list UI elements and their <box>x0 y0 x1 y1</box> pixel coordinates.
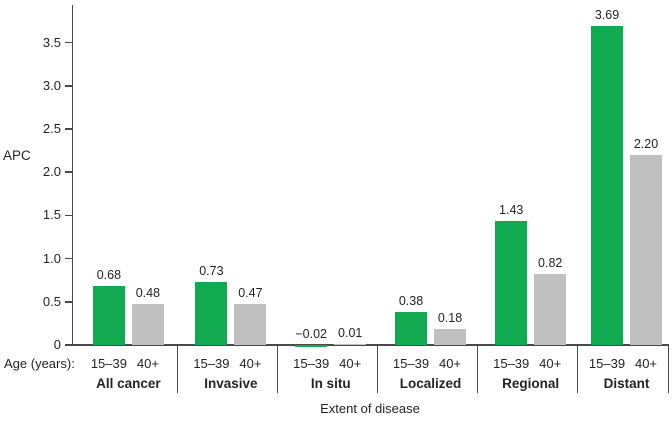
bar-value-label: 3.69 <box>594 8 620 23</box>
y-tick-label: 0 <box>53 337 61 352</box>
age-group-label: 40+ <box>239 356 262 371</box>
age-group-label: 15–39 <box>293 356 330 371</box>
group-divider-line <box>577 345 579 393</box>
y-tick-mark <box>65 128 72 130</box>
bar-in-situ-age-40plus <box>334 344 367 345</box>
bar-value-label: 0.73 <box>199 263 224 278</box>
bar-distant-age-15-39 <box>591 26 623 345</box>
y-tick-label: 1.5 <box>42 207 61 223</box>
bar-regional-age-15-39 <box>495 221 528 345</box>
y-tick-label: 3.5 <box>42 34 61 50</box>
bar-invasive-age-40plus <box>234 304 267 345</box>
bar-all-cancer-age-15-39 <box>92 286 125 345</box>
bar-value-label: 0.82 <box>538 256 563 271</box>
bar-value-label: 0.38 <box>398 294 424 309</box>
bar-value-label: −0.02 <box>295 327 327 341</box>
y-tick-mark <box>65 344 72 346</box>
age-group-label: 15–39 <box>193 356 230 371</box>
group-divider-line <box>277 345 279 393</box>
y-tick-label: 1.0 <box>42 250 61 266</box>
y-axis-title: APC <box>3 148 31 163</box>
y-tick-mark <box>65 41 72 44</box>
y-tick-mark <box>65 171 72 173</box>
x-axis-line <box>71 344 669 346</box>
age-group-label: 15–39 <box>392 356 430 371</box>
bar-localized-age-40plus <box>434 329 466 345</box>
bar-regional-age-40plus <box>534 274 567 345</box>
age-group-label: 15–39 <box>90 356 127 371</box>
bar-value-label: 2.20 <box>633 136 659 151</box>
y-tick-mark <box>65 257 72 260</box>
age-group-label: 40+ <box>136 356 159 371</box>
bar-all-cancer-age-40plus <box>131 303 164 345</box>
y-axis-line <box>71 5 73 345</box>
bar-value-label: 0.68 <box>96 268 122 283</box>
y-tick-mark <box>65 85 72 87</box>
y-tick-label: 2.5 <box>42 121 61 136</box>
group-divider-line <box>376 345 378 393</box>
category-label-regional: Regional <box>502 376 560 391</box>
category-label-all-cancer: All cancer <box>96 376 161 391</box>
age-group-label: 40+ <box>339 356 362 371</box>
group-divider-line <box>176 345 178 393</box>
bar-localized-age-15-39 <box>395 312 427 345</box>
category-label-invasive: Invasive <box>204 376 258 391</box>
age-axis-caption: Age (years): <box>4 356 75 371</box>
y-tick-label: 3.0 <box>42 77 61 93</box>
category-label-localized: Localized <box>399 376 462 391</box>
y-tick-mark <box>65 214 72 217</box>
y-tick-label: 2.0 <box>42 164 61 180</box>
bar-value-label: 0.01 <box>338 326 363 341</box>
y-tick-mark <box>65 301 72 303</box>
age-group-label: 40+ <box>438 356 462 371</box>
bar-value-label: 0.18 <box>437 311 463 326</box>
group-divider-line <box>476 345 478 393</box>
age-group-label: 15–39 <box>493 356 530 371</box>
x-axis-title: Extent of disease <box>320 401 420 416</box>
bar-value-label: 0.47 <box>238 286 263 301</box>
group-divider-line <box>668 345 670 393</box>
bar-in-situ-age-15-39 <box>295 345 328 347</box>
y-tick-label: 0.5 <box>42 293 61 309</box>
category-label-in-situ: In situ <box>310 376 351 391</box>
bar-value-label: 1.43 <box>499 203 524 218</box>
bar-value-label: 0.48 <box>135 285 161 300</box>
category-label-distant: Distant <box>603 376 650 391</box>
bar-distant-age-40plus <box>630 154 662 345</box>
age-group-label: 40+ <box>634 356 658 371</box>
age-group-label: 15–39 <box>588 356 626 371</box>
age-group-label: 40+ <box>539 356 562 371</box>
bar-invasive-age-15-39 <box>195 281 228 345</box>
